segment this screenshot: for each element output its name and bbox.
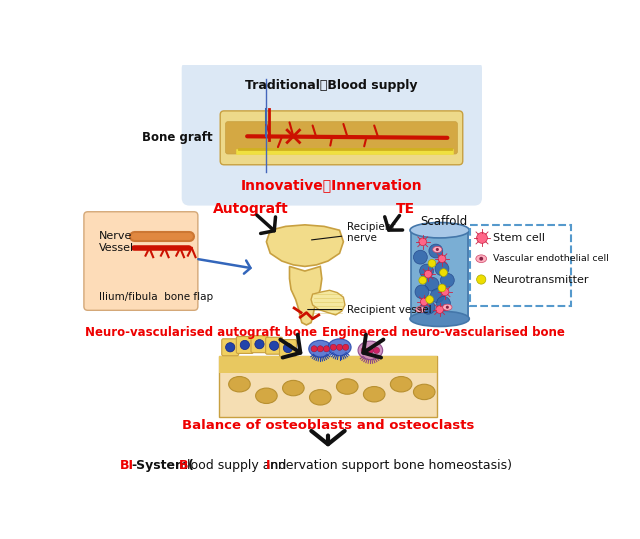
Text: Vessel: Vessel <box>99 243 134 253</box>
Bar <box>411 230 469 319</box>
Circle shape <box>367 347 373 354</box>
Circle shape <box>225 343 235 352</box>
Ellipse shape <box>476 255 486 262</box>
Circle shape <box>420 298 428 306</box>
Polygon shape <box>289 266 322 325</box>
FancyBboxPatch shape <box>221 339 239 356</box>
Ellipse shape <box>308 340 332 357</box>
Text: Traditional：Blood supply: Traditional：Blood supply <box>245 79 417 92</box>
Ellipse shape <box>410 223 469 238</box>
Ellipse shape <box>228 377 250 392</box>
Polygon shape <box>266 225 344 266</box>
Circle shape <box>425 277 439 291</box>
Circle shape <box>317 345 323 352</box>
Text: Balance of osteoblasts and osteoclasts: Balance of osteoblasts and osteoclasts <box>182 419 474 432</box>
Circle shape <box>323 345 330 352</box>
Circle shape <box>438 255 446 262</box>
Text: -System(: -System( <box>131 459 194 472</box>
Ellipse shape <box>328 339 351 356</box>
Circle shape <box>337 344 342 350</box>
Text: lood supply and: lood supply and <box>187 459 290 472</box>
FancyBboxPatch shape <box>251 336 268 353</box>
Text: Stem cell: Stem cell <box>493 233 545 243</box>
Circle shape <box>440 269 447 277</box>
Ellipse shape <box>255 388 277 404</box>
Circle shape <box>419 238 427 246</box>
Text: Vascular endothelial cell: Vascular endothelial cell <box>493 254 609 263</box>
Circle shape <box>440 273 454 287</box>
Circle shape <box>435 262 449 275</box>
FancyBboxPatch shape <box>182 61 482 205</box>
Text: nnervation support bone homeostasis): nnervation support bone homeostasis) <box>269 459 511 472</box>
Ellipse shape <box>443 304 452 310</box>
Text: Scaffold: Scaffold <box>420 215 467 228</box>
Circle shape <box>441 288 449 296</box>
Ellipse shape <box>364 386 385 402</box>
Text: Ilium/fibula  bone flap: Ilium/fibula bone flap <box>99 292 212 302</box>
Text: Bone graft: Bone graft <box>142 132 212 144</box>
Circle shape <box>438 284 446 292</box>
Circle shape <box>255 340 264 349</box>
Circle shape <box>419 277 427 284</box>
Circle shape <box>477 232 488 243</box>
Ellipse shape <box>358 341 383 360</box>
Circle shape <box>446 306 449 309</box>
Circle shape <box>342 344 349 350</box>
FancyBboxPatch shape <box>470 225 570 306</box>
FancyBboxPatch shape <box>280 340 296 356</box>
Ellipse shape <box>410 311 469 327</box>
Circle shape <box>415 285 429 299</box>
Circle shape <box>330 344 337 350</box>
FancyBboxPatch shape <box>220 111 463 165</box>
Circle shape <box>429 244 443 258</box>
Ellipse shape <box>337 379 358 394</box>
Circle shape <box>431 289 444 302</box>
FancyBboxPatch shape <box>236 336 253 354</box>
Text: Recipient
nerve: Recipient nerve <box>312 222 396 243</box>
Circle shape <box>426 296 433 303</box>
Circle shape <box>419 308 422 311</box>
Circle shape <box>311 345 317 352</box>
FancyBboxPatch shape <box>266 337 283 354</box>
Text: Innovative：Innervation: Innovative：Innervation <box>240 178 422 192</box>
FancyBboxPatch shape <box>219 356 437 417</box>
Circle shape <box>436 296 451 310</box>
Circle shape <box>421 300 435 314</box>
Ellipse shape <box>433 246 442 253</box>
Ellipse shape <box>283 381 304 396</box>
Text: TE: TE <box>396 202 415 216</box>
Text: Autograft: Autograft <box>213 202 289 216</box>
Circle shape <box>240 340 250 350</box>
Ellipse shape <box>416 307 425 313</box>
Text: Recipient vessel: Recipient vessel <box>308 305 432 315</box>
Text: Neurotransmitter: Neurotransmitter <box>493 274 589 285</box>
Circle shape <box>373 347 380 354</box>
Text: I: I <box>266 459 271 472</box>
Circle shape <box>269 341 279 350</box>
Text: BI: BI <box>120 459 134 472</box>
Circle shape <box>436 306 444 313</box>
Circle shape <box>424 270 432 278</box>
Polygon shape <box>311 291 345 315</box>
Text: Nerve: Nerve <box>99 231 132 240</box>
Circle shape <box>479 257 483 261</box>
Circle shape <box>428 259 436 267</box>
Ellipse shape <box>413 384 435 399</box>
Circle shape <box>477 275 486 284</box>
Circle shape <box>436 248 439 251</box>
Circle shape <box>361 347 367 354</box>
FancyBboxPatch shape <box>219 356 437 372</box>
Text: Engineered neuro-vascularised bone: Engineered neuro-vascularised bone <box>322 327 565 340</box>
Ellipse shape <box>390 377 412 392</box>
Text: Neuro-vascularised autograft bone: Neuro-vascularised autograft bone <box>85 327 317 340</box>
FancyBboxPatch shape <box>84 212 198 310</box>
Circle shape <box>284 343 292 353</box>
Text: B: B <box>179 459 189 472</box>
Ellipse shape <box>310 390 331 405</box>
Circle shape <box>420 264 433 278</box>
FancyBboxPatch shape <box>225 122 458 154</box>
Circle shape <box>413 250 428 264</box>
